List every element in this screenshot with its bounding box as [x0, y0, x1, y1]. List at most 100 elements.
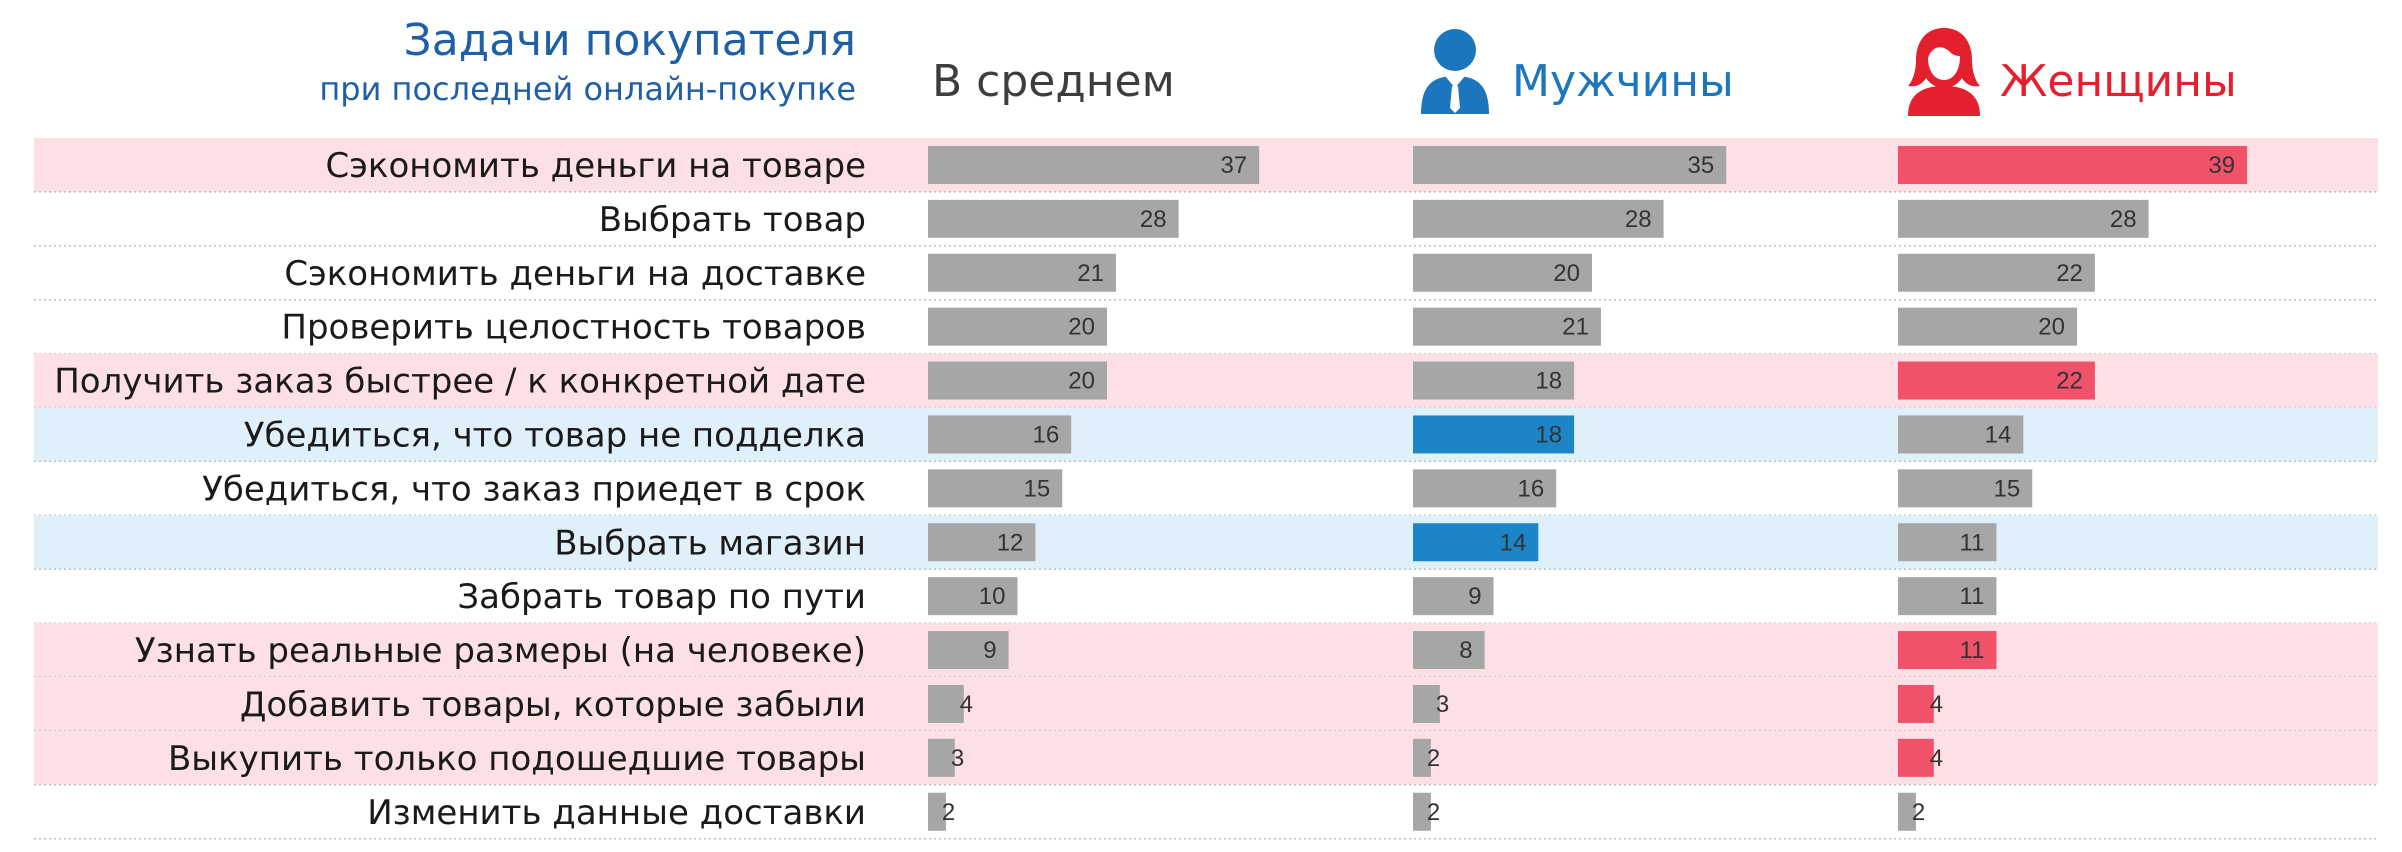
data-label: 22	[2056, 260, 2083, 287]
data-label: 3	[951, 745, 964, 772]
bar	[1413, 684, 1440, 723]
bar	[928, 199, 1179, 238]
data-label: 14	[1500, 529, 1527, 556]
data-label: 16	[1517, 475, 1544, 502]
bar	[928, 577, 1018, 616]
data-label: 22	[2056, 368, 2083, 395]
bar	[1898, 361, 2095, 400]
bar	[1413, 307, 1601, 346]
bar	[1413, 145, 1727, 184]
bar	[1898, 792, 1916, 831]
category-label: Сэкономить деньги на доставке	[284, 254, 866, 294]
bar	[1898, 307, 2077, 346]
header-men: Мужчины	[1512, 56, 1734, 107]
category-label: Выбрать товар	[599, 200, 866, 240]
chart-subtitle: при последней онлайн-покупке	[319, 70, 856, 108]
data-label: 2	[1427, 745, 1440, 772]
bar	[928, 792, 946, 831]
header-average: В среднем	[932, 56, 1175, 107]
data-label: 9	[1468, 583, 1481, 610]
bar	[1898, 469, 2033, 508]
row-highlight	[34, 730, 2378, 785]
data-label: 35	[1688, 152, 1715, 179]
data-label: 15	[1994, 475, 2021, 502]
category-label: Добавить товары, которые забыли	[240, 685, 866, 725]
bar	[1898, 523, 1997, 562]
bar	[928, 361, 1107, 400]
bar	[1898, 631, 1997, 670]
data-label: 37	[1220, 152, 1247, 179]
bar	[928, 253, 1116, 292]
data-label: 15	[1024, 475, 1051, 502]
bar	[1898, 253, 2095, 292]
data-label: 4	[1930, 691, 1943, 718]
bar	[928, 631, 1009, 670]
data-label: 2	[1427, 799, 1440, 826]
bar	[928, 415, 1072, 454]
data-label: 9	[983, 637, 996, 664]
row-highlight	[34, 515, 2378, 570]
bar	[1413, 631, 1485, 670]
data-label: 20	[2038, 314, 2065, 341]
bar	[1413, 738, 1431, 777]
category-label: Забрать товар по пути	[457, 577, 866, 617]
data-label: 10	[979, 583, 1006, 610]
bar	[928, 738, 955, 777]
data-label: 16	[1032, 421, 1059, 448]
chart-title: Задачи покупателя	[404, 15, 856, 66]
data-label: 8	[1459, 637, 1472, 664]
bar	[1898, 738, 1934, 777]
woman-icon	[1908, 28, 1980, 116]
category-label: Изменить данные доставки	[367, 793, 866, 833]
row-highlight	[34, 677, 2378, 731]
category-label: Узнать реальные размеры (на человеке)	[135, 631, 866, 671]
bar	[1898, 577, 1997, 616]
data-label: 28	[1140, 206, 1167, 233]
category-label: Убедиться, что товар не подделка	[244, 415, 866, 455]
bar	[1898, 415, 2024, 454]
data-label: 4	[1930, 745, 1943, 772]
bar	[1413, 415, 1575, 454]
data-label: 28	[2110, 206, 2137, 233]
data-label: 21	[1562, 314, 1589, 341]
category-label: Убедиться, что заказ приедет в срок	[202, 469, 866, 509]
bar	[1898, 684, 1934, 723]
bar	[1413, 792, 1431, 831]
bar	[1413, 361, 1575, 400]
data-label: 14	[1985, 421, 2012, 448]
data-label: 28	[1625, 206, 1652, 233]
bar	[1413, 469, 1557, 508]
bar	[928, 469, 1063, 508]
category-label: Проверить целостность товаров	[281, 308, 866, 348]
category-label: Сэкономить деньги на товаре	[326, 146, 866, 186]
data-label: 18	[1535, 421, 1562, 448]
bar	[928, 523, 1036, 562]
category-label: Получить заказ быстрее / к конкретной да…	[54, 362, 866, 402]
data-label: 3	[1436, 691, 1449, 718]
data-label: 20	[1553, 260, 1580, 287]
bar	[928, 145, 1260, 184]
data-label: 11	[1960, 637, 1985, 664]
bar	[1898, 199, 2149, 238]
data-label: 20	[1068, 314, 1095, 341]
data-label: 21	[1077, 260, 1104, 287]
bar	[1413, 199, 1664, 238]
bar	[1413, 253, 1592, 292]
man-icon	[1421, 29, 1489, 114]
data-label: 12	[997, 529, 1024, 556]
data-label: 18	[1535, 368, 1562, 395]
bar	[928, 684, 964, 723]
data-label: 39	[2208, 152, 2235, 179]
category-label: Выбрать магазин	[554, 523, 866, 563]
bar	[1898, 145, 2248, 184]
bar	[1413, 577, 1494, 616]
data-label: 2	[1912, 799, 1925, 826]
header-women: Женщины	[2000, 56, 2237, 107]
bar	[1413, 523, 1539, 562]
data-label: 11	[1960, 583, 1985, 610]
category-label: Выкупить только подошедшие товары	[168, 739, 866, 779]
data-label: 20	[1068, 368, 1095, 395]
data-label: 2	[942, 799, 955, 826]
